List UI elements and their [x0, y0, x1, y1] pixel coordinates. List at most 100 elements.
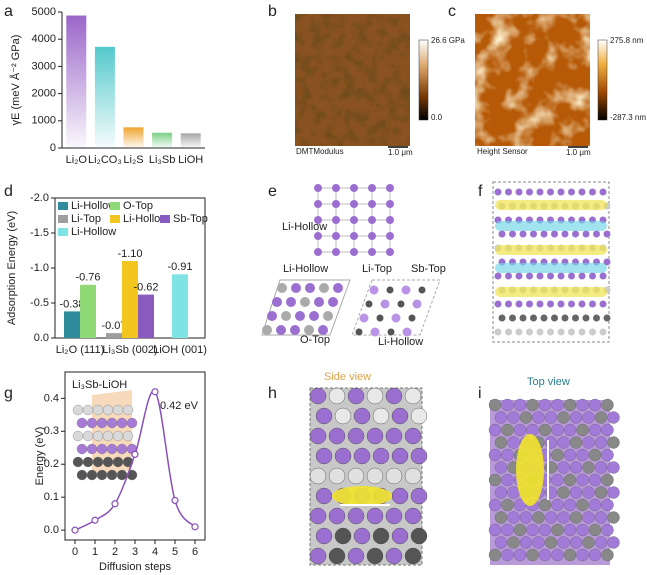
inset-atom [86, 469, 98, 481]
inset-atom [112, 456, 124, 468]
atom [494, 272, 502, 280]
legend-swatch [160, 215, 170, 223]
atom [314, 232, 322, 240]
atom [332, 184, 340, 192]
site-label: Li-Hollow [378, 336, 423, 348]
atom [563, 473, 577, 487]
atom [309, 507, 327, 525]
atom [391, 487, 409, 505]
atom [601, 398, 614, 412]
atom [563, 423, 577, 437]
atom [350, 248, 358, 256]
atom [368, 200, 376, 208]
legend-swatch [58, 228, 68, 236]
atom [551, 398, 564, 412]
y-tick-label: 0.0 [44, 524, 59, 536]
atom [385, 547, 403, 565]
atom [599, 272, 607, 280]
atom [540, 314, 548, 322]
inset-atom [96, 417, 108, 429]
atom [319, 283, 329, 293]
atom [568, 328, 575, 336]
atom [372, 407, 390, 425]
atom [582, 436, 595, 449]
atom [569, 486, 583, 499]
inset-atom [106, 469, 118, 481]
atom [594, 461, 608, 474]
atom [536, 328, 544, 336]
atom [547, 328, 554, 336]
atom [309, 427, 327, 445]
atom [488, 523, 502, 537]
atom [588, 398, 602, 412]
y-tick-label: 0.0 [34, 332, 49, 344]
atom [513, 423, 527, 437]
atom [314, 184, 322, 192]
atom [370, 327, 380, 337]
inset-atom [76, 417, 88, 429]
x-tick-label: 1 [92, 546, 98, 558]
atom [526, 423, 539, 437]
atom [488, 548, 502, 562]
atom [526, 548, 539, 562]
atom [368, 248, 376, 256]
atom [536, 188, 544, 196]
bar [180, 133, 201, 148]
value-label: -0.38 [59, 298, 84, 310]
atom [494, 461, 508, 474]
inset-atom [112, 430, 124, 442]
atom [544, 411, 558, 424]
atom [563, 523, 577, 537]
atom [582, 511, 595, 524]
atom [402, 327, 412, 337]
inset-atom [72, 404, 84, 416]
atom [397, 300, 405, 308]
marker [151, 388, 159, 396]
atom [386, 216, 394, 224]
atom [498, 230, 506, 238]
atom [328, 507, 346, 525]
atom [488, 398, 502, 412]
atom [582, 314, 590, 322]
atom [262, 325, 272, 335]
atom [557, 536, 570, 549]
atom [515, 188, 523, 196]
bar [138, 294, 154, 338]
atom [418, 286, 426, 294]
atom [576, 398, 589, 412]
atom [507, 436, 520, 449]
atom [505, 300, 512, 308]
site-label: Li-Top [362, 263, 392, 275]
atom [551, 448, 564, 462]
density-band [495, 263, 607, 273]
atom [501, 398, 514, 412]
atom [295, 311, 305, 321]
atom [304, 325, 314, 335]
atom [594, 411, 608, 424]
atom [404, 387, 422, 405]
atom [519, 511, 533, 524]
atom [599, 328, 607, 336]
atom [494, 436, 508, 449]
x-tick-label: 3 [132, 546, 138, 558]
atom [589, 272, 596, 280]
atom [588, 498, 602, 512]
atom [519, 230, 527, 238]
atom [599, 188, 607, 196]
atom [332, 216, 340, 224]
atom [314, 200, 322, 208]
atom [589, 188, 596, 196]
inset-atom [112, 404, 124, 416]
site-label: Li-Hollow [282, 221, 327, 233]
cell [351, 279, 441, 336]
atom [551, 423, 564, 437]
atom [494, 300, 502, 308]
atom [557, 411, 570, 424]
atom [328, 387, 346, 405]
atom [334, 407, 352, 425]
atom [494, 188, 502, 196]
scale-bar-label: 1.0 μm [566, 148, 591, 157]
atom [391, 527, 409, 545]
atom [404, 507, 422, 525]
density-blob [332, 486, 392, 506]
